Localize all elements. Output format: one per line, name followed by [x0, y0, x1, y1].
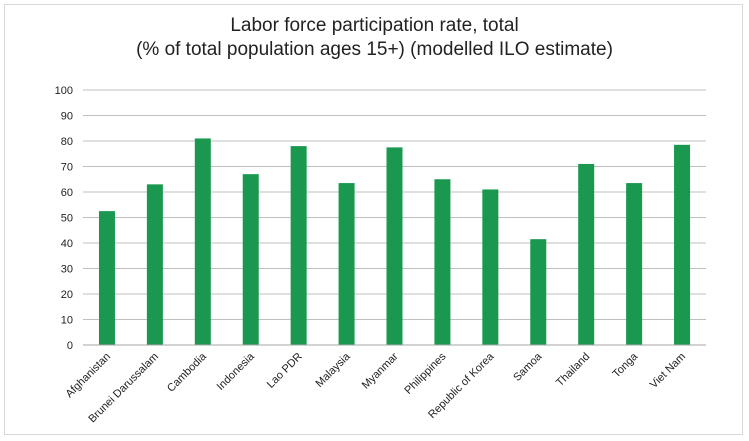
y-tick-label: 50 [61, 213, 73, 225]
x-tick-label: Thailand [554, 351, 592, 389]
bar-afghanistan [98, 211, 115, 345]
x-tick-label: Malaysia [314, 350, 354, 390]
bar-thailand [578, 163, 595, 345]
y-axis: 0 10 20 30 40 50 60 70 80 90 100 [55, 85, 73, 352]
x-tick-label: Afghanistan [64, 351, 114, 401]
y-tick-label: 20 [61, 289, 73, 301]
chart-title: Labor force participation rate, total [230, 15, 519, 36]
y-tick-label: 60 [61, 187, 73, 199]
y-tick-label: 30 [61, 264, 73, 276]
bar-republic-of-korea [482, 189, 499, 345]
x-tick-label: Indonesia [215, 350, 258, 393]
bar-myanmar [386, 147, 403, 345]
y-tick-label: 0 [67, 340, 73, 352]
bar-samoa [530, 239, 547, 345]
chart-title-block: Labor force participation rate, total (%… [0, 14, 749, 62]
x-tick-label: Lao PDR [265, 351, 305, 391]
bar-brunei-darussalam [146, 184, 163, 345]
chart-frame [4, 4, 743, 435]
bar-cambodia [194, 138, 211, 345]
x-tick-label: Philippines [402, 350, 448, 396]
y-tick-label: 10 [61, 315, 73, 327]
bars [98, 138, 691, 345]
y-tick-label: 80 [61, 136, 73, 148]
x-tick-label: Viet Nam [648, 351, 688, 391]
chart-subtitle: (% of total population ages 15+) (modell… [136, 39, 613, 60]
y-tick-label: 70 [61, 162, 73, 174]
bar-indonesia [242, 174, 259, 345]
bar-philippines [434, 179, 451, 345]
x-tick-label: Myanmar [360, 350, 401, 391]
bar-malaysia [338, 183, 355, 345]
bar-lao-pdr [290, 146, 307, 345]
bar-tonga [626, 183, 643, 345]
y-tick-label: 100 [55, 85, 73, 97]
y-tick-label: 40 [61, 238, 73, 250]
x-tick-label: Cambodia [165, 350, 210, 395]
x-tick-label: Tonga [611, 350, 641, 380]
y-tick-label: 90 [61, 111, 73, 123]
bar-viet-nam [674, 144, 691, 345]
x-tick-label: Samoa [511, 350, 545, 384]
